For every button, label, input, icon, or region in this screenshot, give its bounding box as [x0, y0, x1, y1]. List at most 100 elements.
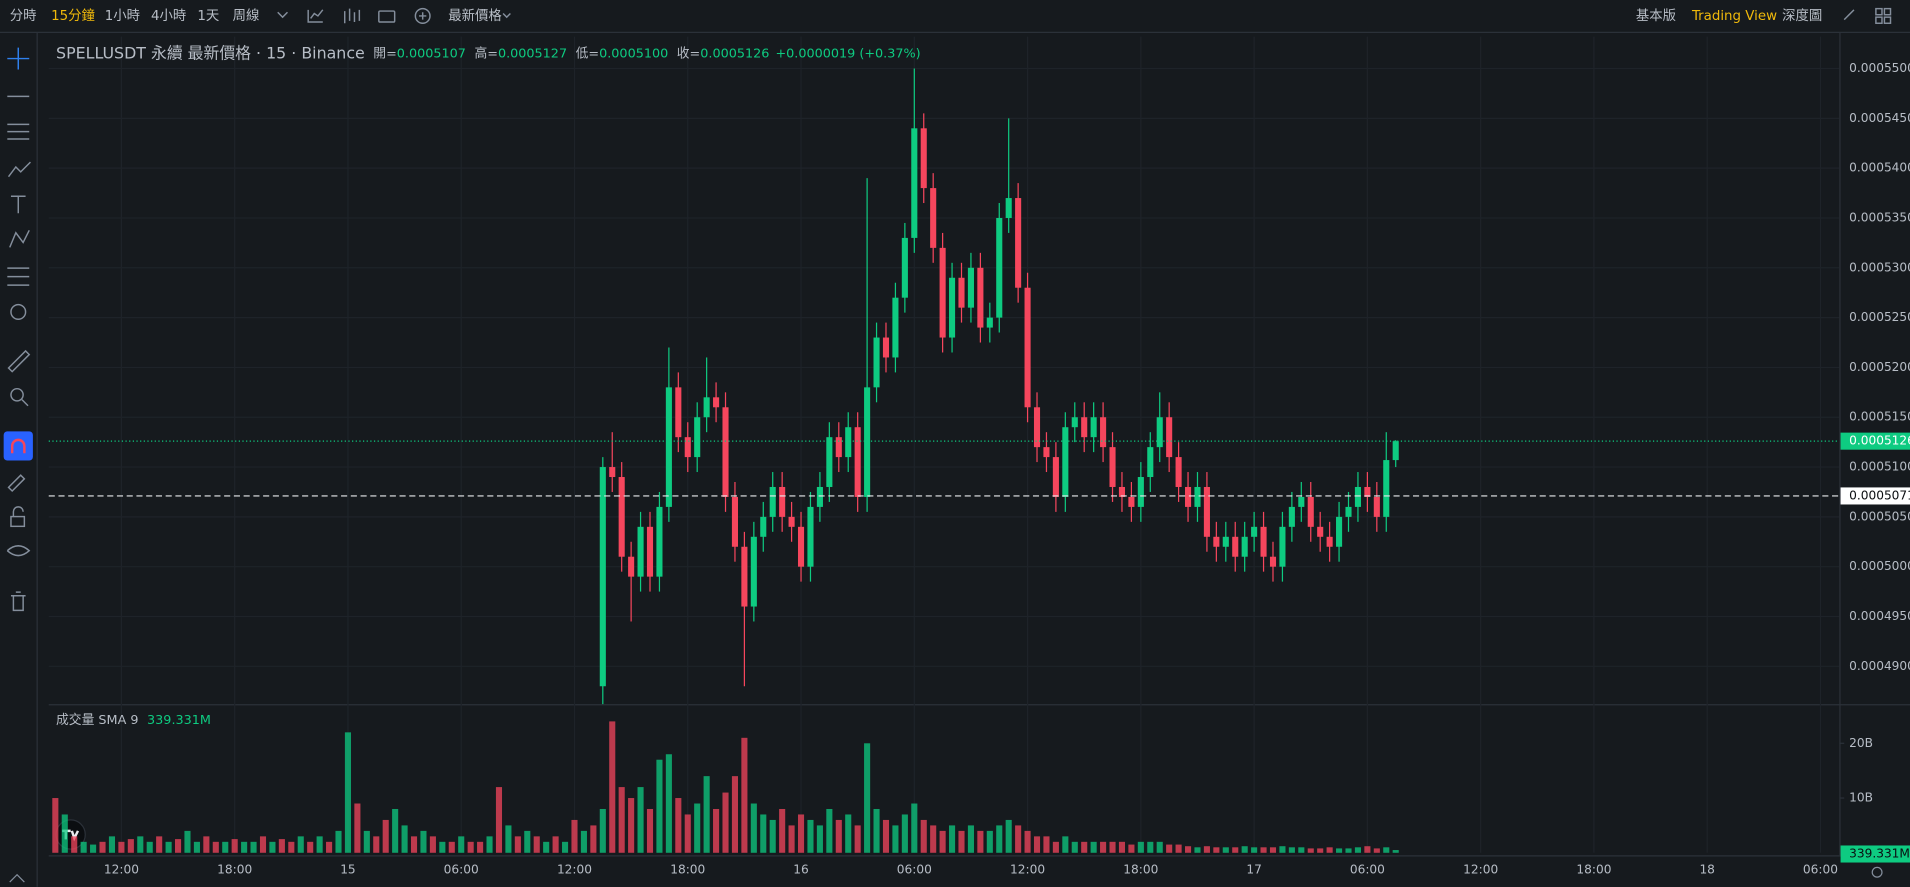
volume-bar	[958, 830, 965, 853]
volume-bar	[609, 721, 616, 853]
volume-bar	[477, 841, 484, 853]
interval-button[interactable]: 4小時	[151, 8, 186, 24]
interval-button[interactable]: 15分鐘	[51, 7, 95, 24]
emoji-tool[interactable]	[10, 303, 27, 320]
volume-bar	[675, 798, 682, 853]
volume-bar	[1364, 846, 1371, 853]
volume-bar	[637, 787, 644, 853]
candle-body	[996, 217, 1003, 318]
candle-body	[1156, 417, 1163, 448]
volume-bar	[1279, 846, 1286, 853]
crosshair-tool[interactable]	[7, 47, 30, 70]
add-icon-plus[interactable]	[419, 12, 427, 20]
candle-body	[1128, 496, 1135, 507]
volume-bar	[1118, 841, 1126, 853]
interval-button[interactable]: 分時	[10, 8, 37, 24]
volume-bar	[174, 839, 182, 853]
volume-bar	[288, 841, 295, 853]
interval-button[interactable]: 1天	[197, 9, 219, 24]
volume-bar	[1392, 850, 1399, 853]
collapse-icon[interactable]	[1843, 9, 1855, 21]
candle-body	[656, 506, 663, 577]
layout-icon-a[interactable]	[1875, 7, 1883, 16]
volume-bar	[1128, 844, 1135, 853]
candle-body	[779, 486, 786, 517]
drawing-tools[interactable]	[3, 47, 33, 612]
magnet-icon[interactable]	[10, 438, 26, 454]
volume-bar	[52, 798, 59, 853]
volume-bar	[382, 819, 389, 853]
view-button[interactable]: 基本版	[1636, 7, 1676, 24]
indicator-icon[interactable]	[307, 9, 324, 23]
candle-body	[1043, 447, 1050, 458]
mark-price-box	[1840, 487, 1910, 505]
candle-body	[1354, 486, 1361, 507]
volume-bar	[71, 836, 78, 853]
ruler-tool[interactable]	[7, 349, 31, 373]
lock-drawing-tool[interactable]	[7, 474, 26, 493]
view-button[interactable]: Trading View	[1691, 9, 1777, 24]
collapse-toggle[interactable]	[9, 873, 25, 883]
layout-icon-d[interactable]	[1883, 16, 1892, 24]
candle-body	[1213, 536, 1220, 547]
volume-bar	[307, 841, 314, 853]
volume-bar	[1062, 836, 1069, 853]
fib-tool[interactable]	[7, 267, 30, 286]
view-button[interactable]: 深度圖	[1782, 8, 1822, 24]
settings-icon[interactable]	[1871, 866, 1883, 878]
candle-body	[854, 427, 861, 497]
volume-bar	[939, 830, 946, 853]
candle-body	[882, 337, 890, 358]
volume-bar	[392, 808, 399, 853]
lock-tool[interactable]	[10, 515, 26, 528]
candle-body	[1166, 417, 1173, 458]
y-tick-label: 0.0005050	[1849, 509, 1910, 523]
lock-shackle[interactable]	[12, 506, 24, 517]
volume-bar	[165, 841, 172, 853]
candle-body	[637, 526, 644, 577]
y-tick-label: 0.0005300	[1849, 260, 1910, 274]
layout-icon-c[interactable]	[1875, 16, 1883, 24]
volume-bar	[1071, 841, 1078, 853]
screenshot-icon[interactable]	[378, 10, 396, 23]
volume-bar	[429, 836, 436, 853]
candle-body	[977, 267, 984, 328]
layout-icon-b[interactable]	[1883, 7, 1892, 16]
volume-bar	[1100, 841, 1107, 853]
brush-tool[interactable]	[7, 161, 31, 178]
y-tick-label: 0.0005100	[1849, 460, 1910, 474]
zoom-handle[interactable]	[21, 399, 29, 407]
legend-value: +0.0000019 (+0.37%)	[775, 46, 920, 61]
interval-button[interactable]: 周線	[233, 8, 260, 24]
y-tick-label: 0.0005150	[1849, 410, 1910, 424]
volume-bar	[731, 776, 739, 853]
volume-bar	[241, 841, 248, 853]
volume-bar	[524, 830, 531, 853]
candle-body	[1147, 447, 1154, 478]
text-tool[interactable]	[10, 195, 26, 214]
price-type-arrow[interactable]	[502, 12, 511, 19]
delete-tool[interactable]	[10, 591, 26, 612]
volume-bar	[1166, 844, 1173, 853]
more-intervals[interactable]	[277, 11, 288, 19]
last-price-box	[1840, 432, 1910, 450]
magnet-tool-active[interactable]	[3, 431, 33, 461]
candle-body	[1336, 516, 1343, 547]
toolbar-icons[interactable]	[277, 7, 1892, 24]
last-price-label: 0.0005126	[1849, 434, 1910, 448]
price-type-button[interactable]: 最新價格	[448, 8, 502, 24]
volume-bar	[90, 844, 97, 853]
add-icon[interactable]	[414, 7, 431, 24]
zoom-tool[interactable]	[10, 387, 24, 402]
y-tick-label: 0.0004950	[1849, 609, 1910, 623]
volume-bar	[1307, 848, 1314, 853]
chart-type-icon[interactable]	[343, 8, 361, 24]
candle-body	[864, 387, 871, 497]
pattern-tool[interactable]	[9, 230, 30, 248]
interval-button[interactable]: 1小時	[105, 8, 140, 24]
channel-tool[interactable]	[7, 123, 30, 140]
volume-sma: 339.331M	[147, 713, 211, 728]
visibility-tool[interactable]	[6, 545, 31, 557]
volume-bar	[835, 819, 842, 853]
